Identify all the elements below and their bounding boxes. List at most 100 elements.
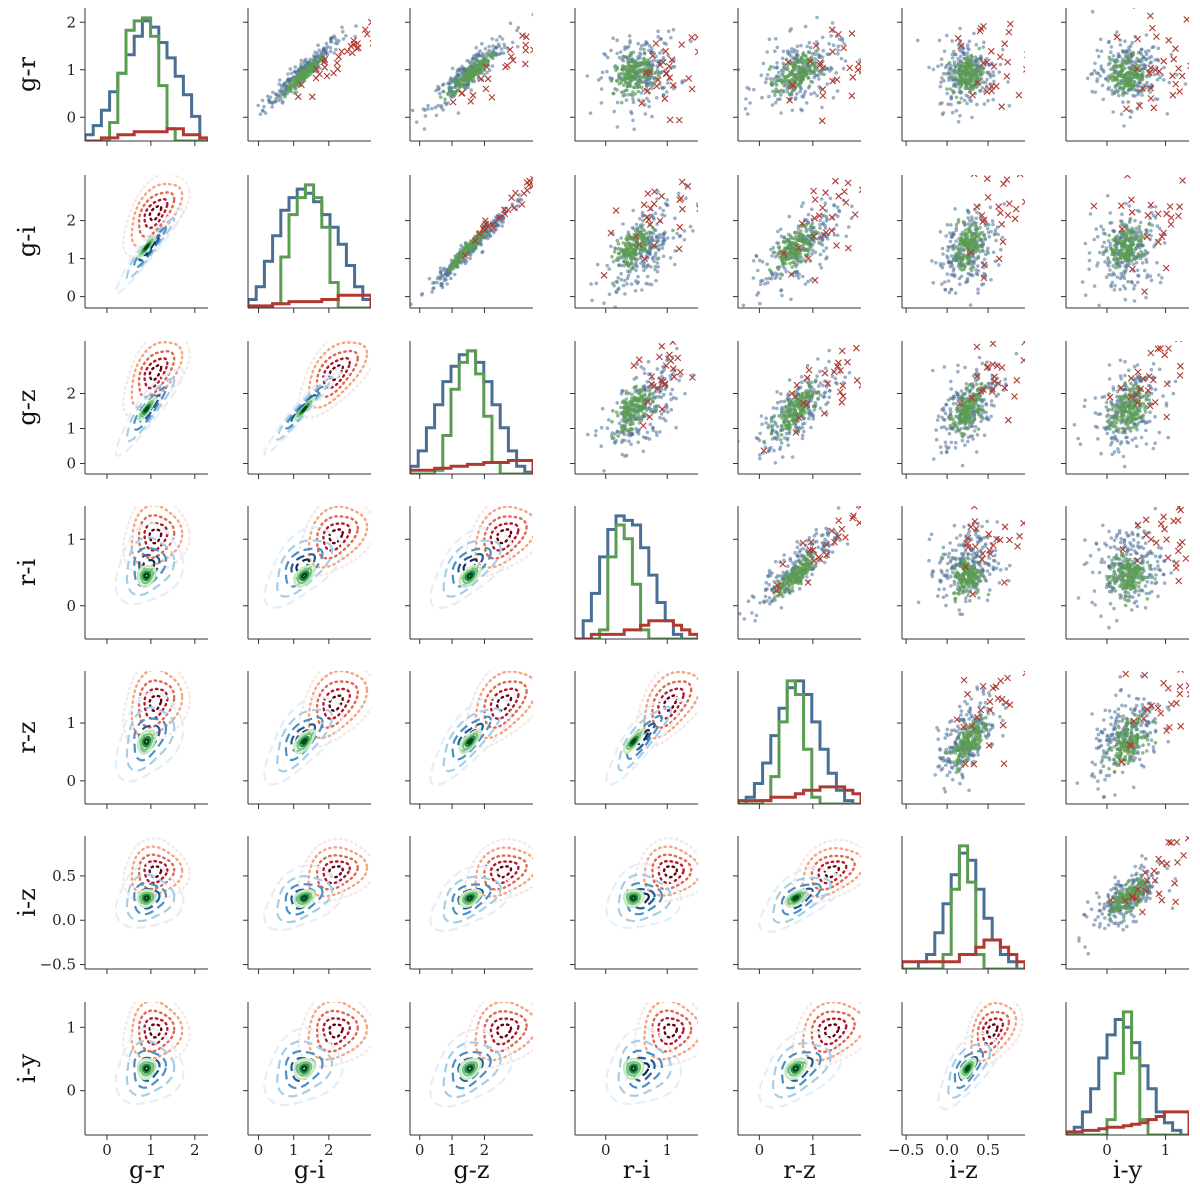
blue-point — [495, 223, 500, 228]
red-cross — [1005, 28, 1013, 36]
green-point — [947, 61, 952, 65]
blue-point — [519, 198, 524, 202]
blue-point — [993, 228, 998, 232]
blue-point — [633, 289, 638, 293]
green-point — [802, 239, 806, 244]
blue-point — [423, 114, 428, 118]
blue-point — [660, 374, 664, 379]
blue-point — [840, 38, 845, 43]
blue-point — [638, 47, 643, 51]
green-point — [623, 88, 628, 93]
red-contour — [297, 341, 371, 419]
green-point — [785, 89, 790, 94]
green-point — [623, 260, 627, 265]
green-point — [634, 229, 638, 234]
red-cross — [829, 77, 837, 85]
green-point — [968, 78, 972, 83]
green-point — [1124, 237, 1129, 241]
blue-point — [585, 74, 590, 78]
blue-point — [828, 69, 832, 73]
green-point — [460, 72, 464, 76]
green-point — [966, 58, 970, 63]
red-cross — [841, 188, 848, 195]
green-point — [1135, 76, 1139, 80]
red-cross — [810, 187, 817, 195]
green-point — [795, 77, 799, 82]
blue-point — [474, 45, 479, 50]
blue-point — [1140, 93, 1144, 97]
blue-point — [483, 47, 488, 51]
green-point — [617, 81, 622, 86]
blue-point — [635, 226, 640, 230]
green-point — [974, 71, 978, 75]
blue-point — [671, 65, 675, 69]
blue-point — [611, 259, 616, 264]
green-point — [656, 74, 661, 78]
green-point — [807, 241, 811, 245]
red-cross — [829, 48, 836, 56]
red-cross — [998, 103, 1006, 111]
red-contour — [137, 191, 176, 238]
blue-point — [822, 249, 826, 253]
red-cross — [1003, 73, 1011, 80]
blue-point — [1127, 48, 1132, 52]
red-cross — [653, 82, 661, 90]
blue-point — [1108, 211, 1112, 215]
blue-point — [950, 56, 955, 60]
green-point — [799, 224, 804, 229]
blue-point — [1153, 216, 1158, 220]
green-histogram — [85, 16, 208, 141]
blue-point — [763, 281, 767, 286]
blue-point — [809, 92, 813, 96]
green-point — [1110, 78, 1115, 83]
blue-point — [656, 189, 660, 194]
blue-point — [691, 229, 695, 233]
blue-point — [263, 111, 268, 115]
blue-contour — [125, 377, 176, 443]
blue-point — [827, 42, 831, 46]
blue-point — [1111, 228, 1115, 233]
green-point — [638, 78, 643, 82]
blue-point — [442, 268, 446, 272]
blue-point — [654, 279, 658, 283]
green-point — [786, 67, 790, 72]
blue-point — [629, 109, 633, 114]
green-point — [952, 258, 956, 263]
green-point — [975, 248, 980, 253]
green-point — [464, 242, 468, 247]
blue-point — [440, 83, 445, 87]
blue-point — [427, 276, 432, 281]
blue-point — [695, 202, 698, 206]
red-cross — [795, 244, 802, 252]
blue-point — [989, 229, 993, 234]
red-cross — [471, 237, 479, 245]
green-point — [974, 241, 978, 245]
contour-panel-g-z-vs-g-i — [263, 341, 371, 456]
green-point — [1138, 245, 1142, 250]
blue-point — [1123, 286, 1128, 291]
blue-point — [645, 96, 649, 101]
green-point — [616, 251, 621, 256]
red-cross — [663, 70, 670, 78]
blue-point — [655, 261, 660, 265]
green-point — [450, 261, 455, 265]
blue-point — [833, 212, 838, 217]
green-point — [1114, 265, 1118, 270]
blue-point — [971, 259, 975, 264]
blue-point — [304, 57, 308, 62]
red-cross — [1155, 67, 1163, 75]
green-point — [807, 71, 812, 76]
blue-point — [795, 92, 799, 96]
green-point — [952, 62, 957, 67]
blue-point — [646, 282, 651, 286]
red-cross — [635, 241, 643, 248]
blue-point — [1155, 77, 1160, 82]
blue-point — [444, 272, 448, 276]
blue-point — [683, 391, 687, 396]
blue-point — [665, 198, 670, 202]
blue-point — [832, 203, 836, 207]
blue-point — [970, 115, 974, 120]
red-cross — [484, 75, 492, 83]
red-cross — [828, 213, 836, 221]
blue-point — [949, 102, 953, 107]
